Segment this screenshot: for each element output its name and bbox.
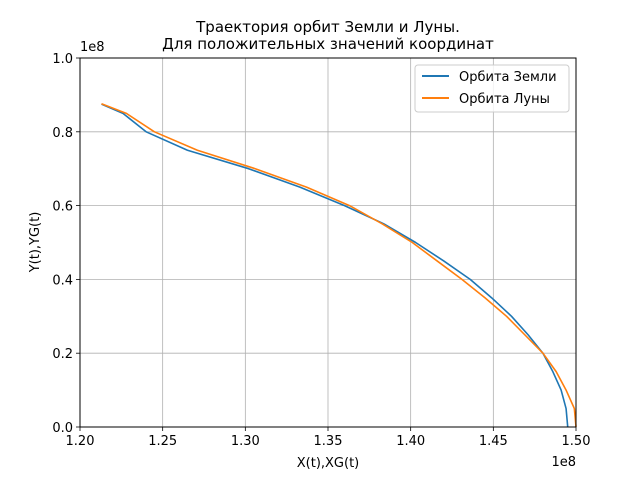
chart-title-line2: Для положительных значений координат (162, 35, 494, 53)
x-tick-label: 1.25 (148, 434, 177, 449)
plot-lines (101, 103, 577, 428)
x-tick-label: 1.20 (66, 434, 95, 449)
ticks: 1.20 1.25 1.30 1.35 1.40 1.45 1.50 0.0 0.2 0.4 0.6… (52, 52, 590, 449)
y-tick-label: 0.4 (52, 273, 73, 288)
chart-title-line1: Траектория орбит Земли и Луны. (195, 18, 460, 36)
y-tick-label: 0.6 (52, 200, 73, 215)
series-line-0 (101, 103, 569, 428)
x-multiplier: 1e8 (551, 455, 576, 470)
legend-label-earth: Орбита Земли (459, 70, 557, 85)
x-axis-label: X(t),XG(t) (297, 456, 360, 471)
legend: Орбита Земли Орбита Луны (414, 64, 570, 113)
y-tick-label: 1.0 (52, 52, 73, 67)
grid (79, 57, 577, 428)
legend-box (414, 64, 570, 113)
legend-label-moon: Орбита Луны (459, 92, 550, 107)
x-tick-label: 1.35 (314, 434, 343, 449)
y-multiplier: 1e8 (80, 40, 105, 55)
y-tick-label: 0.8 (52, 126, 73, 141)
x-tick-label: 1.50 (562, 434, 591, 449)
y-tick-label: 0.2 (52, 347, 73, 362)
series-line-1 (101, 103, 577, 428)
y-tick-label: 0.0 (52, 421, 73, 436)
x-tick-label: 1.45 (479, 434, 508, 449)
x-tick-label: 1.40 (396, 434, 425, 449)
y-axis-label: Y(t),YG(t) (28, 212, 43, 274)
x-tick-label: 1.30 (231, 434, 260, 449)
